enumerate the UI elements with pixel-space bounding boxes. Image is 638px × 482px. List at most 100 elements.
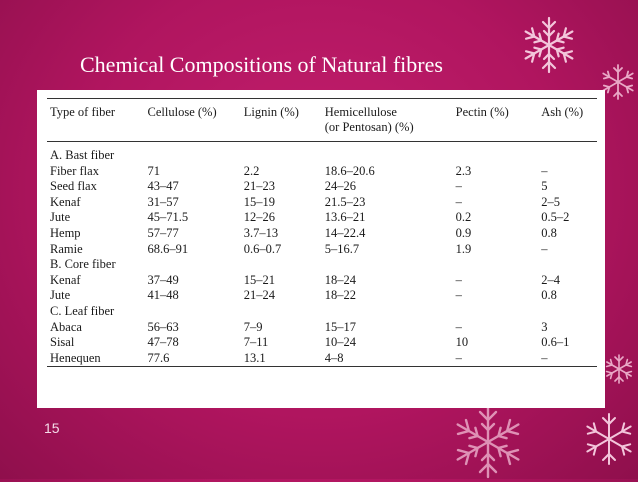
cell-hemicellulose: 5–16.7: [324, 241, 360, 256]
cell-ash: 0.8: [541, 225, 557, 240]
snowflake-icon: [521, 16, 577, 74]
cell-pectin: 0.9: [455, 225, 472, 240]
snowflake-icon: [600, 64, 636, 100]
slide-title: Chemical Compositions of Natural fibres: [80, 52, 443, 77]
cell-lignin: 21–24: [243, 288, 276, 303]
cell-type: Hemp: [50, 225, 81, 240]
cell-ash: 0.6–1: [541, 335, 570, 350]
cell-hemicellulose: 15–17: [324, 319, 357, 334]
cell-pectin: –: [455, 179, 462, 194]
cell-lignin: 2.2: [243, 163, 260, 178]
cell-cellulose: 47–78: [147, 335, 179, 350]
cell-ash: 2–4: [541, 272, 560, 287]
cell-cellulose: 41–48: [147, 288, 179, 303]
section-leaf: C. Leaf fiber: [50, 303, 115, 318]
cell-type: Sisal: [50, 335, 75, 350]
header-lignin: Lignin (%): [243, 105, 299, 119]
cell-pectin: 2.3: [455, 163, 472, 178]
cell-hemicellulose: 14–22.4: [324, 225, 366, 240]
table-row: Ramie 68.6–91 0.6–0.7 5–16.7 1.9 –: [47, 242, 597, 258]
cell-ash: –: [541, 241, 548, 256]
cell-hemicellulose: 21.5–23: [324, 194, 366, 209]
table-row: Jute 45–71.5 12–26 13.6–21 0.2 0.5–2: [47, 210, 597, 226]
section-row: C. Leaf fiber: [47, 304, 597, 320]
cell-hemicellulose: 24–26: [324, 179, 357, 194]
cell-lignin: 15–19: [243, 194, 276, 209]
page-number: 15: [44, 420, 60, 436]
snowflake-icon: [583, 413, 635, 465]
cell-ash: –: [541, 350, 548, 365]
cell-cellulose: 68.6–91: [147, 241, 189, 256]
cell-lignin: 0.6–0.7: [243, 241, 282, 256]
table-row: Kenaf 37–49 15–21 18–24 – 2–4: [47, 273, 597, 289]
cell-ash: 5: [541, 179, 548, 194]
cell-ash: 3: [541, 319, 548, 334]
section-row: A. Bast fiber: [47, 142, 597, 164]
cell-type: Ramie: [50, 241, 83, 256]
cell-type: Kenaf: [50, 272, 81, 287]
cell-cellulose: 45–71.5: [147, 210, 189, 225]
cell-hemicellulose: 18–22: [324, 288, 357, 303]
snowflake-icon: [604, 354, 634, 384]
cell-ash: 0.8: [541, 288, 557, 303]
cell-type: Jute: [50, 288, 71, 303]
cell-hemicellulose: 13.6–21: [324, 210, 366, 225]
header-hemicellulose: Hemicellulose (or Pentosan) (%): [322, 99, 453, 142]
table-row: Hemp 57–77 3.7–13 14–22.4 0.9 0.8: [47, 226, 597, 242]
table-row: Sisal 47–78 7–11 10–24 10 0.6–1: [47, 335, 597, 351]
cell-hemicellulose: 18.6–20.6: [324, 163, 375, 178]
cell-pectin: 10: [455, 335, 469, 350]
cell-lignin: 12–26: [243, 210, 276, 225]
cell-cellulose: 31–57: [147, 194, 179, 209]
table-row: Henequen 77.6 13.1 4–8 – –: [47, 351, 597, 367]
cell-ash: 2–5: [541, 194, 560, 209]
cell-cellulose: 77.6: [147, 350, 170, 365]
cell-lignin: 3.7–13: [243, 225, 279, 240]
cell-hemicellulose: 18–24: [324, 272, 357, 287]
cell-ash: 0.5–2: [541, 210, 570, 225]
cell-lignin: 7–9: [243, 319, 263, 334]
cell-type: Kenaf: [50, 194, 81, 209]
cell-pectin: –: [455, 288, 462, 303]
table-header-row: Type of fiber Cellulose (%) Lignin (%) H…: [47, 98, 597, 142]
section-core: B. Core fiber: [50, 257, 116, 272]
header-hemicellulose-line2: (or Pentosan) (%): [324, 120, 414, 134]
fiber-composition-table: Type of fiber Cellulose (%) Lignin (%) H…: [47, 98, 597, 367]
cell-lignin: 13.1: [243, 350, 266, 365]
table-row: Seed flax 43–47 21–23 24–26 – 5: [47, 179, 597, 195]
cell-pectin: 1.9: [455, 241, 472, 256]
section-row: B. Core fiber: [47, 257, 597, 273]
cell-type: Jute: [50, 210, 71, 225]
table-row: Jute 41–48 21–24 18–22 – 0.8: [47, 288, 597, 304]
cell-type: Seed flax: [50, 179, 97, 194]
header-hemicellulose-line1: Hemicellulose: [324, 105, 397, 119]
cell-lignin: 7–11: [243, 335, 269, 350]
cell-pectin: 0.2: [455, 210, 472, 225]
snowflake-icon: [452, 405, 524, 479]
cell-cellulose: 57–77: [147, 225, 179, 240]
cell-pectin: –: [455, 350, 462, 365]
cell-pectin: –: [455, 194, 462, 209]
header-type: Type of fiber: [50, 105, 116, 119]
table-image: Type of fiber Cellulose (%) Lignin (%) H…: [37, 90, 605, 408]
header-ash: Ash (%): [541, 105, 584, 119]
cell-pectin: –: [455, 272, 462, 287]
cell-pectin: –: [455, 319, 462, 334]
cell-hemicellulose: 10–24: [324, 335, 357, 350]
cell-type: Fiber flax: [50, 163, 99, 178]
cell-cellulose: 43–47: [147, 179, 179, 194]
cell-type: Abaca: [50, 319, 82, 334]
cell-lignin: 15–21: [243, 272, 276, 287]
cell-cellulose: 56–63: [147, 319, 179, 334]
cell-hemicellulose: 4–8: [324, 350, 344, 365]
table-row: Fiber flax 71 2.2 18.6–20.6 2.3 –: [47, 164, 597, 180]
header-cellulose: Cellulose (%): [147, 105, 217, 119]
table-row: Abaca 56–63 7–9 15–17 – 3: [47, 320, 597, 336]
cell-cellulose: 71: [147, 163, 161, 178]
cell-type: Henequen: [50, 350, 101, 365]
header-pectin: Pectin (%): [455, 105, 509, 119]
table-row: Kenaf 31–57 15–19 21.5–23 – 2–5: [47, 195, 597, 211]
cell-ash: –: [541, 163, 548, 178]
cell-lignin: 21–23: [243, 179, 276, 194]
section-bast: A. Bast fiber: [50, 148, 115, 162]
